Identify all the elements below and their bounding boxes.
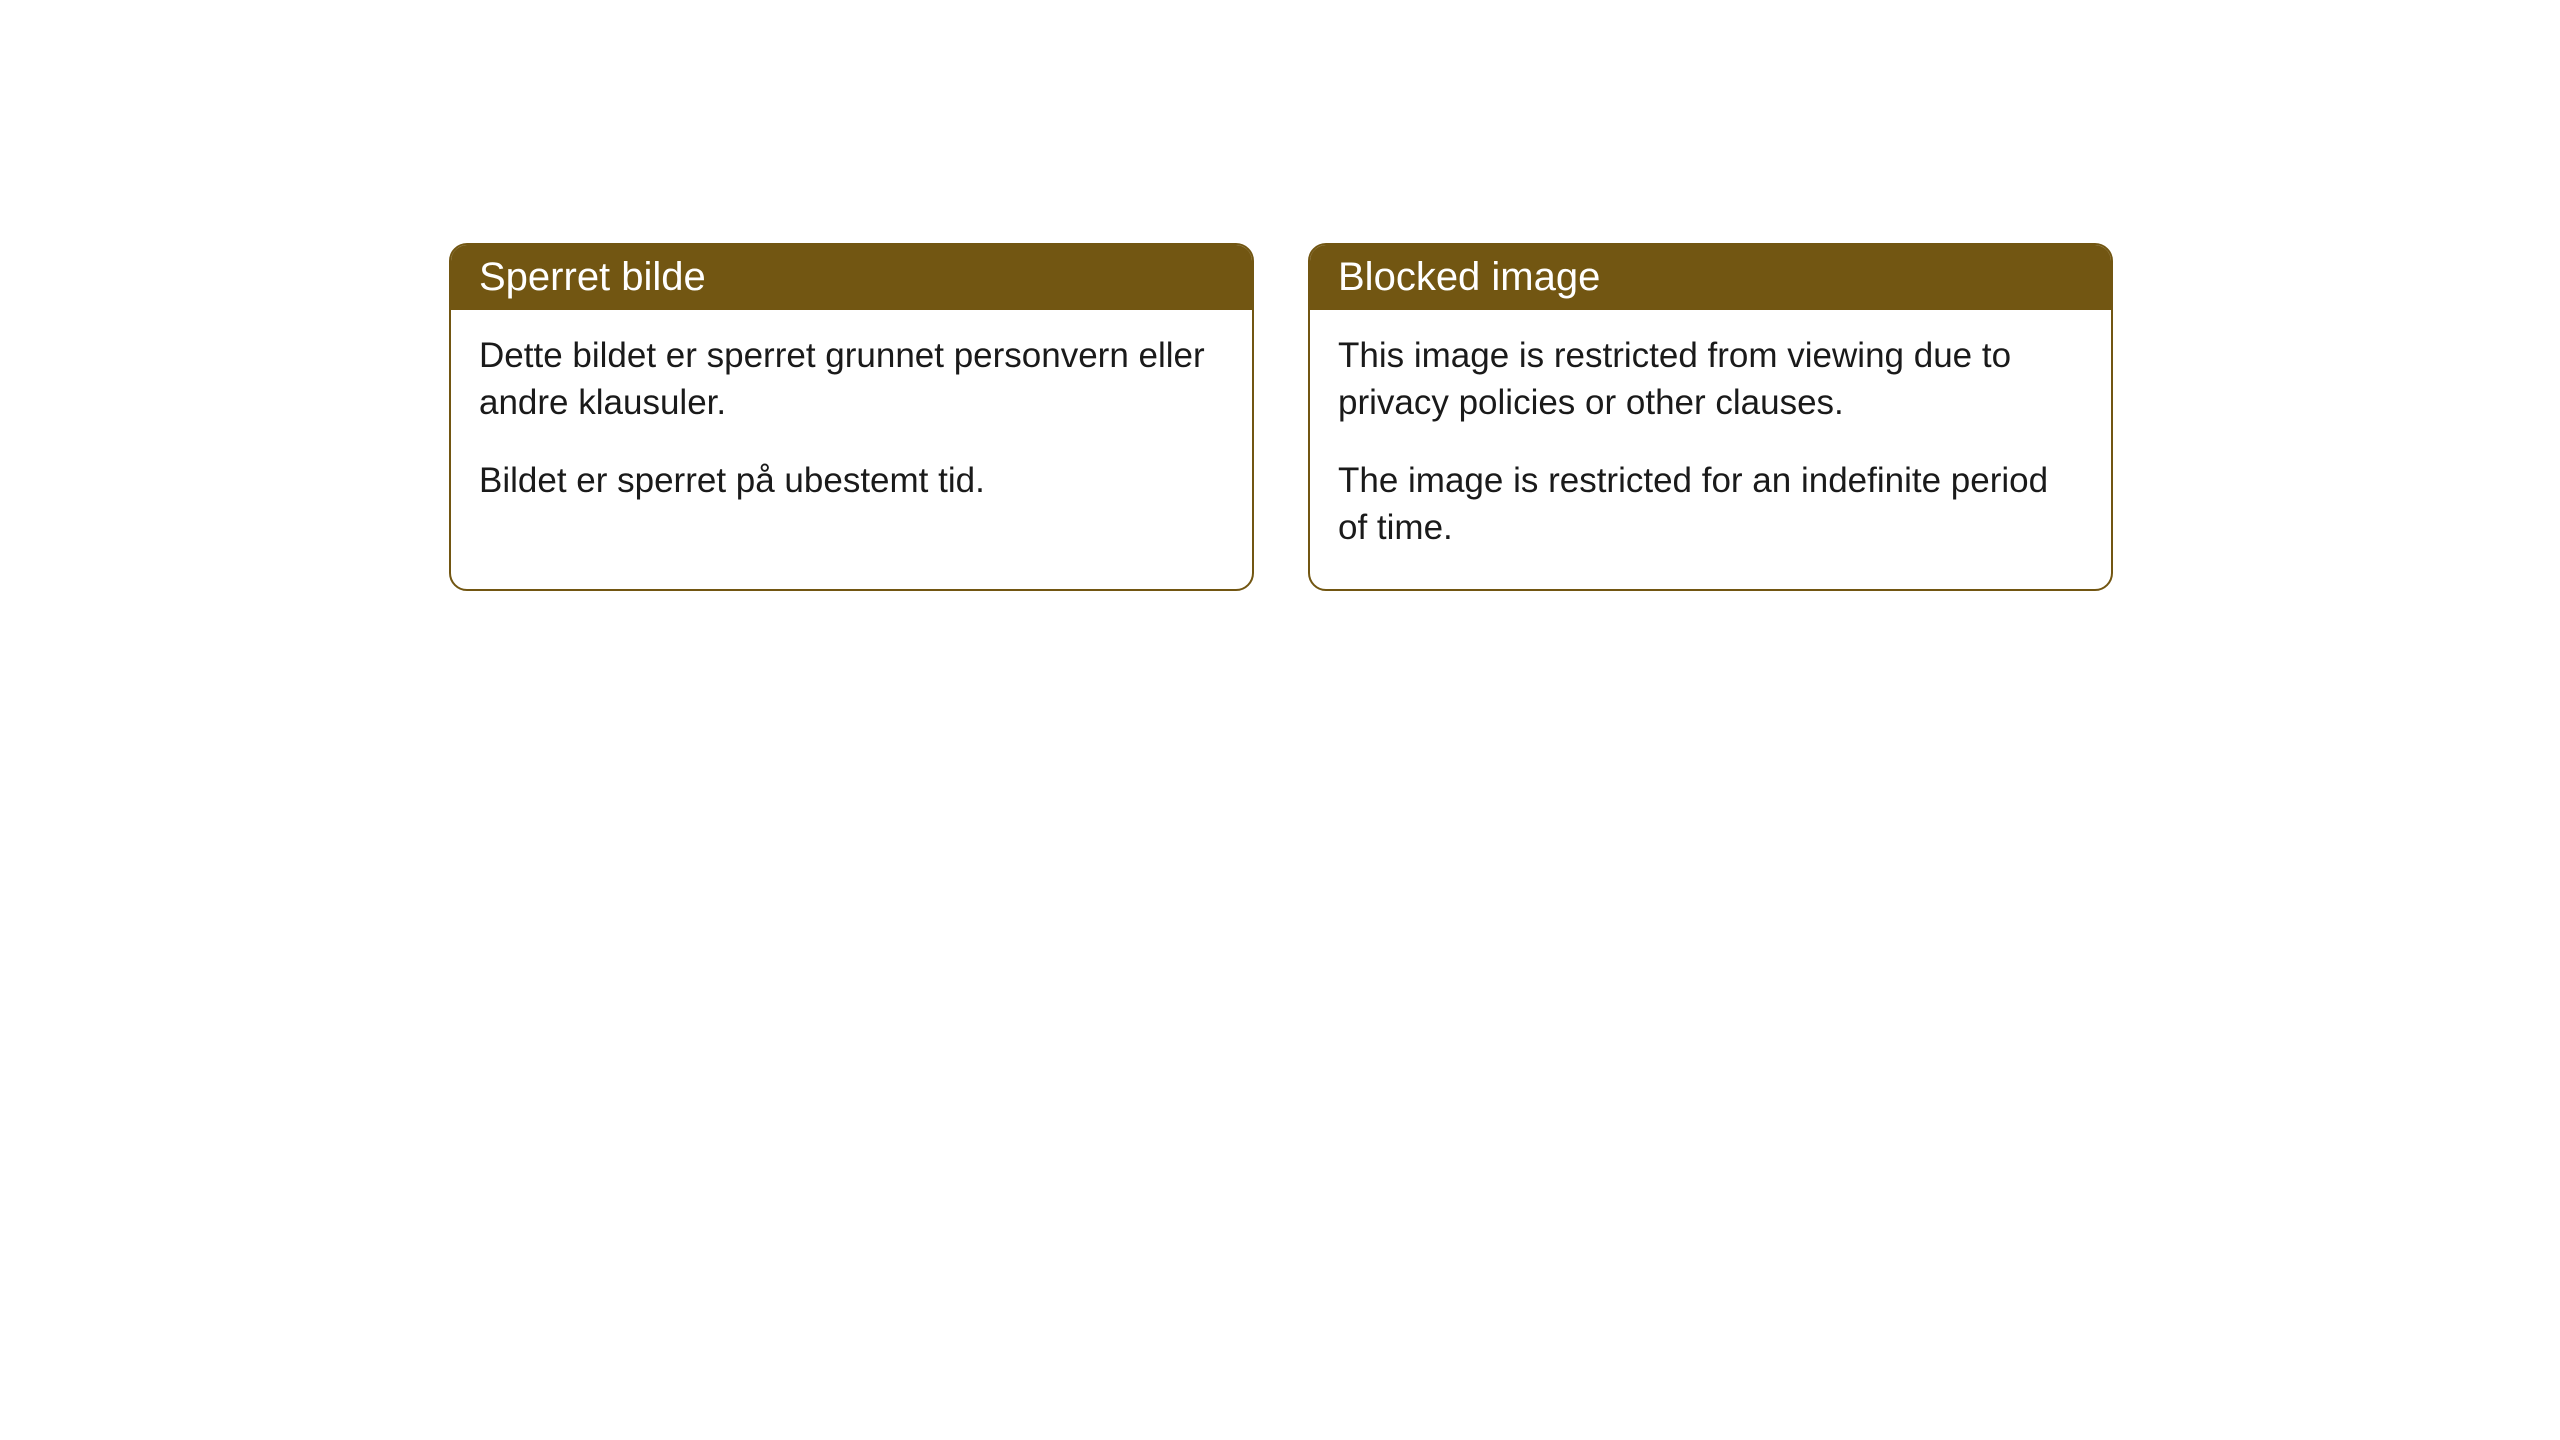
card-body-norwegian: Dette bildet er sperret grunnet personve… — [451, 310, 1252, 542]
card-english: Blocked image This image is restricted f… — [1308, 243, 2113, 591]
card-header-norwegian: Sperret bilde — [451, 245, 1252, 310]
card-header-english: Blocked image — [1310, 245, 2111, 310]
card-title: Blocked image — [1338, 255, 1600, 299]
card-norwegian: Sperret bilde Dette bildet er sperret gr… — [449, 243, 1254, 591]
card-title: Sperret bilde — [479, 255, 706, 299]
card-paragraph: Dette bildet er sperret grunnet personve… — [479, 332, 1224, 427]
card-body-english: This image is restricted from viewing du… — [1310, 310, 2111, 589]
card-paragraph: This image is restricted from viewing du… — [1338, 332, 2083, 427]
cards-container: Sperret bilde Dette bildet er sperret gr… — [0, 0, 2560, 591]
card-paragraph: Bildet er sperret på ubestemt tid. — [479, 457, 1224, 504]
card-paragraph: The image is restricted for an indefinit… — [1338, 457, 2083, 552]
